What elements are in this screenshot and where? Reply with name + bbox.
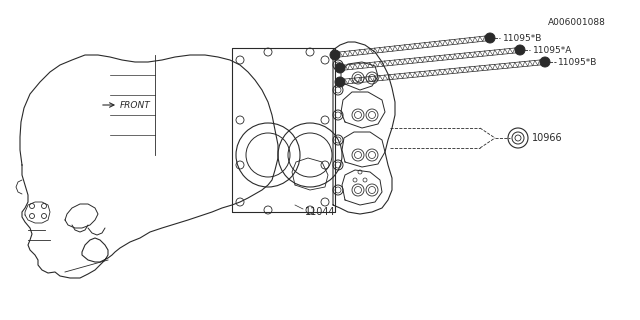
Circle shape: [540, 57, 550, 67]
Text: 11095*A: 11095*A: [533, 45, 572, 54]
Circle shape: [485, 33, 495, 43]
Circle shape: [515, 45, 525, 55]
Circle shape: [330, 50, 340, 60]
Circle shape: [335, 63, 345, 73]
Text: 11095*B: 11095*B: [503, 34, 542, 43]
Text: FRONT: FRONT: [120, 100, 151, 109]
Text: 10966: 10966: [532, 133, 563, 143]
Text: 11044: 11044: [305, 207, 335, 217]
Text: 11095*B: 11095*B: [558, 58, 597, 67]
Text: A006001088: A006001088: [548, 18, 606, 27]
Circle shape: [335, 77, 345, 87]
